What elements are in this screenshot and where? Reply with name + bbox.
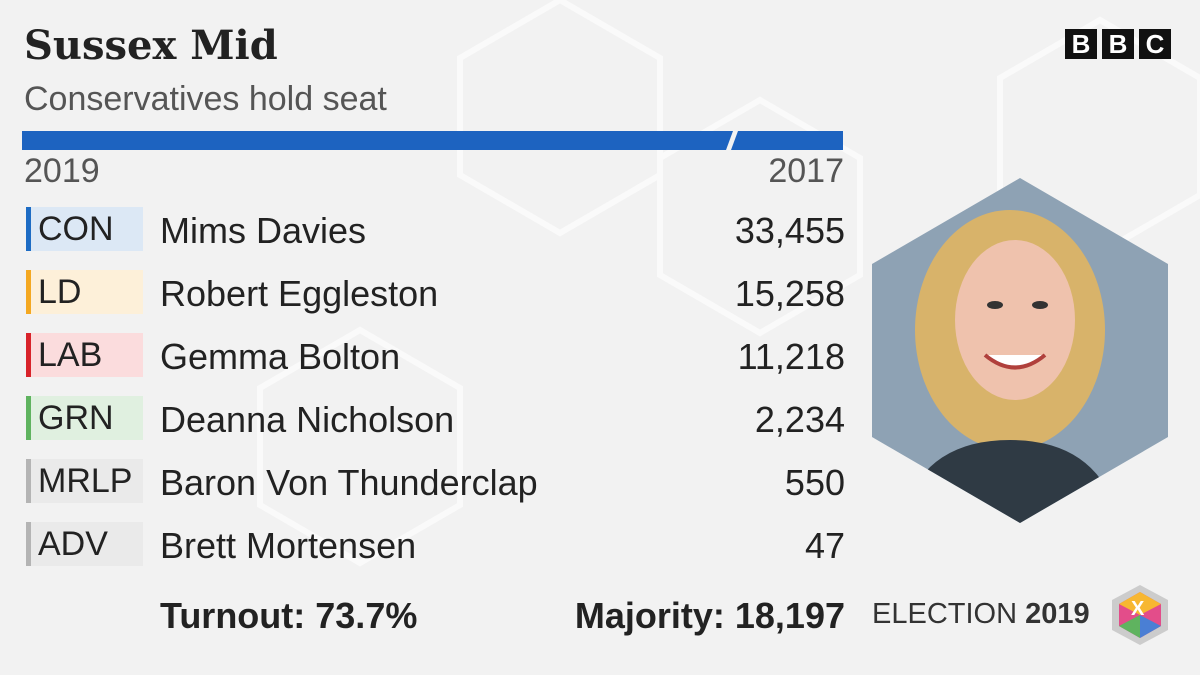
result-row: CON Mims Davies 33,455 <box>0 205 850 253</box>
party-stripe <box>26 459 31 503</box>
party-stripe <box>26 333 31 377</box>
party: LAB <box>38 336 103 374</box>
votes: 15,258 <box>734 273 845 314</box>
party-stripe <box>26 522 31 566</box>
party-stripe <box>26 396 31 440</box>
result-row: ADV Brett Mortensen 47 <box>0 520 850 568</box>
year-current: 2019 <box>24 152 100 190</box>
party: MRLP <box>38 462 133 500</box>
year-previous: 2017 <box>768 152 844 190</box>
result-row: LD Robert Eggleston 15,258 <box>0 268 850 316</box>
turnout: Turnout: 73.7% <box>160 595 418 636</box>
logo-letter: C <box>1139 29 1171 59</box>
candidate: Robert Eggleston <box>160 273 439 314</box>
party: ADV <box>38 525 108 563</box>
result-row: LAB Gemma Bolton 11,218 <box>0 331 850 379</box>
result-bar <box>731 131 843 150</box>
candidate: Deanna Nicholson <box>160 399 455 440</box>
party: GRN <box>38 399 114 437</box>
candidate: Gemma Bolton <box>160 336 401 377</box>
party: CON <box>38 210 114 248</box>
election-year: 2019 <box>1025 598 1090 630</box>
result-bar <box>22 131 733 150</box>
party-box: CON <box>26 207 143 251</box>
votes: 33,455 <box>734 210 845 251</box>
logo-letter: B <box>1065 29 1097 59</box>
majority: Majority: 18,197 <box>574 595 845 636</box>
party: LD <box>38 273 82 311</box>
candidate: Brett Mortensen <box>160 525 417 566</box>
votes: 11,218 <box>737 336 845 377</box>
votes: 47 <box>804 525 845 566</box>
party-box: ADV <box>26 522 143 566</box>
candidate: Baron Von Thunderclap <box>160 462 538 503</box>
party-box: LAB <box>26 333 143 377</box>
votes: 2,234 <box>754 399 845 440</box>
party-box: GRN <box>26 396 143 440</box>
subtitle: Conservatives hold seat <box>24 80 387 118</box>
candidate: Mims Davies <box>160 210 367 251</box>
election-label: ELECTION 2019 <box>872 598 1090 631</box>
result-row: MRLP Baron Von Thunderclap 550 <box>0 457 850 505</box>
result-row: GRN Deanna Nicholson 2,234 <box>0 394 850 442</box>
party-box: LD <box>26 270 143 314</box>
votes: 550 <box>784 462 845 503</box>
party-box: MRLP <box>26 459 143 503</box>
title: Sussex Mid <box>24 22 278 69</box>
election-word: ELECTION <box>872 598 1018 630</box>
logo-letter: B <box>1102 29 1134 59</box>
candidate-photo <box>872 178 1168 523</box>
badge-text: X <box>1131 598 1145 620</box>
party-stripe <box>26 207 31 251</box>
party-stripe <box>26 270 31 314</box>
